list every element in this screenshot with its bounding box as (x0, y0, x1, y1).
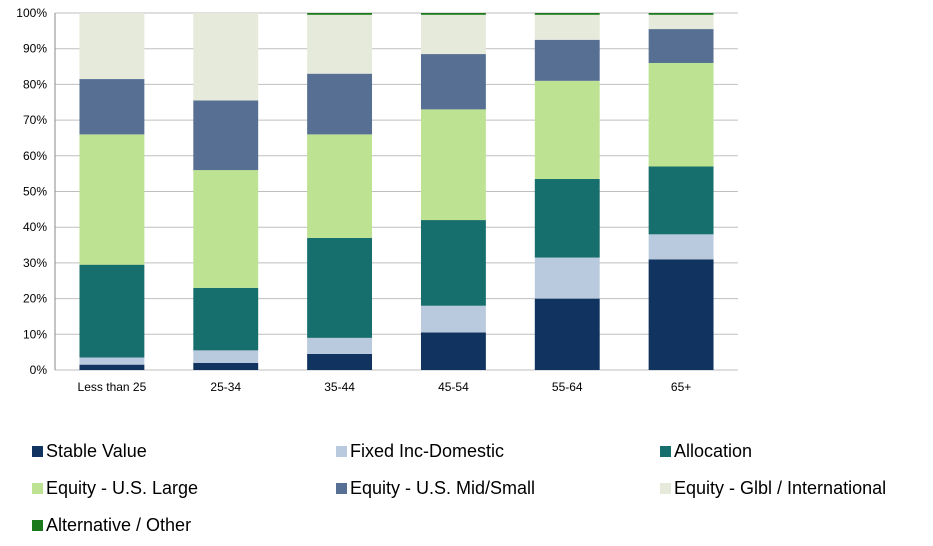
bar-segment (193, 170, 259, 288)
bar-segment (79, 364, 145, 370)
x-tick-label: 25-34 (210, 380, 241, 394)
bar-segment (534, 39, 600, 81)
bar-segment (648, 14, 714, 30)
bar-segment (648, 13, 714, 15)
legend-swatch (32, 520, 43, 531)
legend-swatch (336, 446, 347, 457)
bar-segment (420, 220, 486, 306)
legend-label: Fixed Inc-Domestic (350, 441, 504, 461)
bar-segment (420, 14, 486, 55)
bar-segment (79, 13, 145, 80)
bar-segment (648, 62, 714, 167)
legend-label: Allocation (674, 441, 752, 461)
bar-segment (193, 350, 259, 363)
legend-swatch (336, 483, 347, 494)
x-tick-label: 45-54 (438, 380, 469, 394)
bar-segment (534, 14, 600, 40)
bar-segment (420, 13, 486, 15)
bar-segment (307, 237, 373, 338)
y-tick-label: 10% (23, 327, 47, 341)
bar-segment (420, 109, 486, 221)
legend-swatch (660, 483, 671, 494)
bar-segment (420, 54, 486, 110)
y-tick-label: 90% (23, 42, 47, 56)
legend-label: Equity - U.S. Large (46, 478, 198, 498)
x-tick-label: 55-64 (552, 380, 583, 394)
bar-segment (79, 79, 145, 135)
y-tick-label: 20% (23, 292, 47, 306)
bar-segment (534, 13, 600, 15)
bar-segment (420, 332, 486, 370)
bar-segment (193, 362, 259, 370)
bar-segment (648, 29, 714, 63)
y-tick-label: 30% (23, 256, 47, 270)
bar-segment (534, 298, 600, 370)
bar-segment (79, 134, 145, 265)
y-tick-label: 40% (23, 220, 47, 234)
bar-segment (534, 257, 600, 299)
bar-segment (648, 259, 714, 370)
bar-segment (307, 353, 373, 370)
y-tick-label: 60% (23, 149, 47, 163)
bar-segment (534, 80, 600, 180)
y-tick-label: 80% (23, 77, 47, 91)
bar-segment (79, 264, 145, 358)
bar-segment (648, 234, 714, 260)
bar-segment (307, 73, 373, 135)
bar-segment (79, 357, 145, 365)
legend-swatch (32, 483, 43, 494)
y-tick-label: 100% (16, 6, 47, 20)
bar-segment (420, 305, 486, 333)
legend-swatch (32, 446, 43, 457)
bar-segment (193, 287, 259, 351)
y-tick-label: 70% (23, 113, 47, 127)
bar-segment (307, 134, 373, 238)
legend-label: Alternative / Other (46, 515, 191, 535)
x-tick-label: Less than 25 (78, 380, 147, 394)
y-tick-label: 0% (30, 363, 48, 377)
y-tick-label: 50% (23, 185, 47, 199)
bar-segment (534, 179, 600, 258)
bar-segment (307, 14, 373, 74)
x-tick-label: 65+ (671, 380, 691, 394)
bar-segment (307, 13, 373, 15)
legend-swatch (660, 446, 671, 457)
x-tick-label: 35-44 (324, 380, 355, 394)
bar-segment (307, 337, 373, 354)
legend-label: Equity - Glbl / International (674, 478, 886, 498)
bar-segment (648, 166, 714, 235)
bar-segment (193, 100, 259, 171)
bar-segment (193, 13, 259, 101)
legend-label: Stable Value (46, 441, 147, 461)
legend-label: Equity - U.S. Mid/Small (350, 478, 535, 498)
